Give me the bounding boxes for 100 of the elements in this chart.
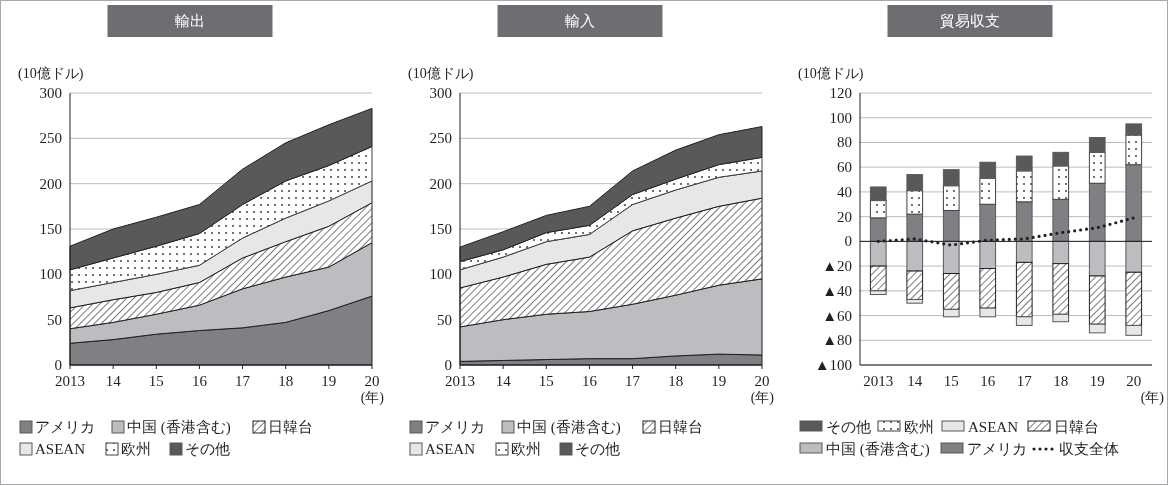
y-tick-label: 120 (829, 85, 852, 101)
y-tick-label: ▲20 (822, 258, 852, 275)
x-tick-label: 20 (1126, 373, 1142, 389)
x-axis-title: (年) (750, 390, 775, 406)
x-tick-label: 19 (711, 373, 727, 389)
bar (1088, 151, 1106, 184)
bar (1125, 134, 1143, 166)
x-tick-label: 17 (235, 373, 251, 389)
y-tick-label: 0 (844, 233, 852, 250)
bar (1015, 155, 1033, 172)
bar (942, 185, 960, 211)
legend-label: アメリカ (967, 441, 1027, 457)
x-tick-label: 19 (321, 373, 337, 389)
y-tick-label: 40 (837, 183, 852, 200)
x-tick-label: 17 (625, 373, 641, 389)
bar (942, 169, 960, 187)
x-tick-label: 15 (943, 373, 959, 389)
x-tick-label: 16 (191, 373, 208, 389)
bar (979, 161, 997, 179)
y-tick-label: 300 (429, 85, 452, 101)
y-tick-label: 100 (829, 109, 852, 126)
x-tick-label: 19 (1089, 373, 1105, 389)
y-tick-label: 60 (837, 159, 852, 176)
bar (1088, 137, 1106, 153)
legend-label: 日韓台 (268, 419, 313, 435)
y-tick-label: 100 (39, 266, 62, 283)
bar (1088, 275, 1106, 325)
bar (1052, 165, 1070, 200)
bar (906, 270, 924, 300)
x-tick-label: 16 (581, 373, 598, 389)
y-tick-label: ▲100 (814, 357, 852, 373)
x-tick-label: 16 (980, 373, 996, 389)
bar (1125, 324, 1143, 336)
y-tick-label: 0 (444, 357, 452, 373)
y-tick-label: 250 (429, 130, 452, 147)
y-tick-label: 80 (837, 134, 852, 151)
y-tick-label: ▲40 (822, 282, 852, 299)
legend-label: 中国 (香港含む) (826, 441, 930, 458)
legend-label: 日韓台 (1054, 419, 1099, 435)
legend-label: ASEAN (35, 441, 86, 457)
x-tick-label: 20 (364, 373, 380, 389)
legend-label: 収支全体 (1059, 441, 1119, 457)
y-axis-title: (10億ドル) (798, 66, 864, 82)
bar (906, 298, 924, 304)
y-tick-label: 150 (429, 221, 452, 237)
legend-label: ASEAN (968, 419, 1019, 435)
x-tick-label: 14 (495, 373, 512, 389)
x-tick-label: 2013 (55, 373, 85, 389)
x-tick-label: 17 (1016, 373, 1033, 389)
chart-title: 輸出 (175, 13, 205, 29)
legend-label: その他 (185, 441, 230, 457)
bar (869, 186, 887, 202)
legend-label: アメリカ (425, 419, 485, 435)
bar (869, 200, 887, 219)
bar (979, 177, 997, 205)
x-tick-label: 2013 (863, 373, 894, 389)
bar (942, 273, 960, 310)
legend-label: アメリカ (35, 419, 95, 435)
y-tick-label: ▲80 (822, 332, 852, 349)
y-tick-label: 250 (39, 130, 62, 147)
bar (1015, 261, 1033, 318)
bar (1088, 323, 1106, 334)
y-axis-title: (10億ドル) (408, 66, 474, 82)
x-axis-title: (年) (1140, 390, 1165, 406)
x-tick-label: 18 (278, 373, 294, 389)
y-tick-label: ▲60 (822, 307, 852, 324)
y-tick-label: 200 (39, 175, 62, 192)
bar (979, 268, 997, 309)
bar (942, 308, 960, 318)
bar (869, 290, 887, 296)
x-axis-title: (年) (360, 390, 385, 406)
legend-label: 欧州 (121, 441, 151, 457)
chart-title: 輸入 (565, 13, 595, 29)
x-tick-label: 2013 (445, 373, 475, 389)
bar (1052, 151, 1070, 167)
y-axis-title: (10億ドル) (18, 66, 84, 82)
bar (1052, 263, 1070, 315)
y-tick-label: 100 (429, 266, 452, 283)
x-tick-label: 15 (148, 373, 164, 389)
bar (906, 174, 924, 192)
legend-label: 中国 (香港含む) (517, 419, 621, 436)
bar (869, 265, 887, 292)
bar (906, 190, 924, 215)
legend-label: 日韓台 (658, 419, 703, 435)
bar (1125, 271, 1143, 326)
chart-title: 貿易収支 (940, 13, 1000, 29)
legend-label: 欧州 (904, 419, 934, 435)
y-tick-label: 50 (437, 311, 452, 328)
bar (1015, 170, 1033, 203)
legend-label: その他 (575, 441, 620, 457)
x-tick-label: 15 (538, 373, 554, 389)
bar (979, 307, 997, 318)
x-tick-label: 14 (907, 373, 923, 389)
x-tick-label: 18 (1053, 373, 1069, 389)
bar (1015, 316, 1033, 326)
legend-label: その他 (826, 419, 871, 435)
bar (1052, 313, 1070, 323)
x-tick-label: 20 (754, 373, 770, 389)
legend-label: ASEAN (425, 441, 476, 457)
x-tick-label: 18 (668, 373, 684, 389)
